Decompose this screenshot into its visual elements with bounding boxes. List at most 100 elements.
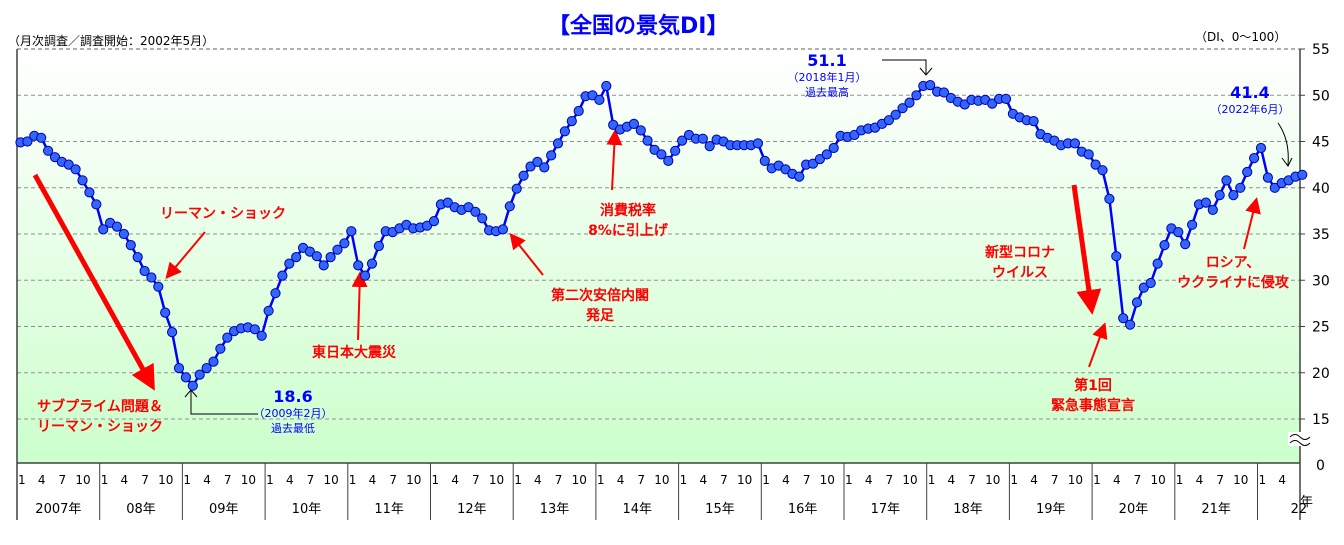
data-point-marker (628, 118, 640, 130)
data-point-marker (49, 152, 61, 163)
data-point-marker (22, 136, 33, 147)
data-point-marker (504, 201, 515, 212)
russia-arrow-icon (1243, 197, 1261, 250)
month-tick-label: 7 (224, 473, 232, 487)
latest-pointer-icon (1277, 122, 1289, 166)
data-point-marker (332, 244, 343, 255)
y-tick-label: 0 (1316, 458, 1325, 474)
data-point-marker (215, 343, 226, 354)
y-tick-label: 55 (1312, 42, 1330, 58)
month-tick-label: 7 (1216, 473, 1224, 487)
earthquake-arrow-icon (351, 271, 368, 341)
data-point-marker (552, 138, 564, 149)
data-point-marker (153, 281, 164, 292)
month-tick-label: 1 (597, 473, 605, 487)
data-point-marker (821, 149, 832, 160)
month-tick-label: 7 (1051, 473, 1059, 487)
data-point-marker (511, 183, 522, 194)
data-point-marker (1104, 193, 1115, 204)
data-point-marker (277, 270, 288, 281)
month-tick-label: 1 (762, 473, 770, 487)
data-point-marker (1069, 138, 1081, 149)
y-tick-label: 40 (1312, 181, 1330, 197)
covid-label: 新型コロナ ウイルス (985, 245, 1055, 281)
data-point-marker (525, 161, 536, 172)
data-point-marker (70, 164, 81, 175)
data-point-marker (470, 206, 481, 217)
data-point-marker (194, 369, 205, 380)
month-tick-label: 10 (572, 473, 587, 487)
month-tick-label: 4 (1278, 473, 1286, 487)
data-point-marker (422, 220, 433, 231)
year-label: 13年 (540, 502, 570, 517)
year-label: 18年 (953, 502, 983, 517)
month-tick-label: 7 (720, 473, 728, 487)
month-tick-label: 1 (1093, 473, 1101, 487)
covid-arrow-icon (1071, 184, 1102, 315)
month-tick-label: 1 (432, 473, 440, 487)
data-point-marker (360, 270, 371, 281)
data-point-marker (366, 258, 378, 269)
month-tick-label: 7 (141, 473, 149, 487)
month-tick-label: 10 (323, 473, 338, 487)
latest-callout: 41.4 （2022年6月） (1210, 83, 1290, 117)
data-point-marker (1111, 251, 1122, 262)
data-point-marker (353, 260, 364, 271)
month-tick-label: 4 (369, 473, 377, 487)
year-label: 22 (1291, 502, 1308, 517)
tax-arrow-icon (606, 129, 623, 191)
grid-lines (17, 48, 1300, 420)
data-point-marker (539, 162, 550, 173)
data-point-marker (1152, 258, 1163, 269)
data-point-marker (890, 109, 901, 120)
data-point-marker (91, 199, 102, 210)
di-series-line (15, 80, 1308, 391)
data-point-marker (546, 150, 557, 161)
data-point-marker (642, 135, 653, 146)
month-tick-label: 10 (737, 473, 752, 487)
data-point-marker (167, 327, 178, 338)
data-point-marker (1159, 240, 1170, 251)
month-tick-label: 10 (985, 473, 1000, 487)
data-point-marker (1249, 153, 1260, 164)
data-point-marker (477, 213, 488, 224)
y-axis-labels: 55 50 45 40 35 30 25 20 15 0 (1300, 42, 1330, 474)
data-point-marker (256, 330, 267, 341)
year-label: 2007年 (35, 502, 81, 517)
data-point-marker (311, 251, 322, 262)
year-label: 14年 (622, 502, 652, 517)
month-tick-label: 4 (1113, 473, 1121, 487)
min-pointer-icon (190, 390, 258, 415)
data-point-marker (635, 125, 646, 136)
data-point-marker (1262, 172, 1274, 183)
year-label: 08年 (126, 502, 156, 517)
month-tick-label: 4 (286, 473, 294, 487)
data-point-marker (1083, 149, 1094, 160)
data-point-marker (807, 158, 819, 169)
data-point-marker (173, 363, 185, 374)
annotation-arrows (32, 129, 1261, 391)
data-point-marker (270, 288, 281, 299)
subprime-arrow-icon (32, 173, 155, 391)
data-point-marker (1221, 175, 1232, 186)
data-point-marker (201, 363, 212, 374)
data-point-marker (1255, 142, 1267, 154)
y-tick-label: 15 (1312, 412, 1330, 428)
month-tick-label: 4 (1030, 473, 1038, 487)
data-point-marker (814, 154, 826, 165)
month-tick-label: 7 (555, 473, 563, 487)
year-label: 19年 (1036, 502, 1066, 517)
data-point-marker (670, 145, 681, 156)
data-point-marker (1297, 169, 1308, 180)
max-pointer-icon (882, 59, 927, 74)
month-tick-label: 4 (203, 473, 211, 487)
data-point-marker (594, 94, 605, 106)
data-point-marker (63, 159, 74, 170)
data-point-marker (1097, 165, 1108, 176)
data-point-marker (1214, 190, 1225, 201)
month-tick-label: 7 (1134, 473, 1142, 487)
month-tick-label: 4 (948, 473, 956, 487)
data-point-marker (1090, 159, 1101, 170)
